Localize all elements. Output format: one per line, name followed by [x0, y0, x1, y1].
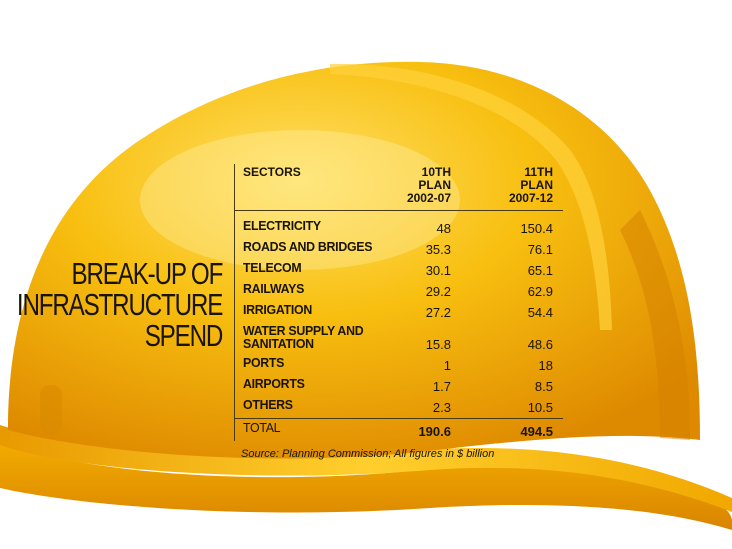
cell-sector: TELECOM [243, 260, 302, 275]
cell-11th-plan: 48.6 [527, 337, 553, 352]
column-header-10th-plan: 10TH PLAN 2002-07 [406, 165, 451, 205]
cell-sector: ROADS AND BRIDGES [243, 239, 373, 254]
cell-sector: RAILWAYS [243, 281, 305, 296]
helmet-brim [0, 440, 732, 530]
header-rule [235, 210, 563, 211]
cell-11th-plan: 54.4 [527, 305, 553, 320]
table-row: AIRPORTS 1.7 8.5 [235, 375, 563, 396]
cell-10th-plan: 48 [436, 221, 451, 236]
cell-10th-plan: 1.7 [432, 379, 451, 394]
cell-10th-plan: 27.2 [425, 305, 451, 320]
cell-11th-plan: 10.5 [527, 400, 553, 415]
cell-10th-plan: 30.1 [425, 263, 451, 278]
helmet-brim-top [0, 425, 732, 512]
cell-11th-plan: 65.1 [527, 263, 553, 278]
cell-sector: TOTAL [243, 420, 281, 435]
helmet-ridge [330, 63, 612, 330]
cell-11th-plan: 150.4 [520, 221, 553, 236]
cell-11th-plan: 18 [538, 358, 553, 373]
cell-sector: OTHERS [243, 397, 293, 412]
table-row: WATER SUPPLY AND SANITATION 15.8 48.6 [235, 322, 563, 354]
cell-sector: AIRPORTS [243, 376, 305, 391]
table-row: ROADS AND BRIDGES 35.3 76.1 [235, 238, 563, 259]
cell-10th-plan: 29.2 [425, 284, 451, 299]
table-row: TELECOM 30.1 65.1 [235, 259, 563, 280]
title-line-3: SPEND [144, 318, 224, 353]
helmet-shadow [620, 210, 690, 440]
cell-10th-plan: 1 [443, 358, 451, 373]
source-note: Source: Planning Commission; All figures… [241, 448, 495, 460]
table-body: ELECTRICITY 48 150.4 ROADS AND BRIDGES 35.3 7… [235, 211, 563, 417]
table-row: ELECTRICITY 48 150.4 [235, 217, 563, 238]
helmet-vent [40, 385, 62, 435]
column-header-11th-plan: 11TH PLAN 2007-12 [508, 165, 553, 205]
helmet-dome [8, 61, 700, 459]
title-line-2: INFRASTRUCTURE [16, 287, 223, 322]
table-header: SECTORS 10TH PLAN 2002-07 11TH PLAN 2007… [235, 164, 563, 210]
cell-10th-plan: 2.3 [432, 400, 451, 415]
cell-10th-plan: 35.3 [425, 242, 451, 257]
table-row: IRRIGATION 27.2 54.4 [235, 301, 563, 322]
cell-11th-plan: 8.5 [534, 379, 553, 394]
title-line-1: BREAK-UP OF [71, 256, 223, 291]
data-table: SECTORS 10TH PLAN 2002-07 11TH PLAN 2007… [234, 164, 563, 441]
cell-11th-plan: 62.9 [527, 284, 553, 299]
table-row: OTHERS 2.3 10.5 [235, 396, 563, 417]
cell-11th-plan: 494.5 [520, 424, 553, 439]
cell-10th-plan: 190.6 [418, 424, 451, 439]
chart-title: BREAK-UP OF INFRASTRUCTURE SPEND [0, 256, 224, 353]
column-header-sectors: SECTORS [243, 165, 301, 179]
cell-sector: ELECTRICITY [243, 218, 321, 233]
table-row: RAILWAYS 29.2 62.9 [235, 280, 563, 301]
table-row: PORTS 1 18 [235, 354, 563, 375]
table-row-total: TOTAL 190.6 494.5 [235, 418, 563, 441]
helmet-highlight [140, 130, 460, 270]
cell-sector: PORTS [243, 355, 285, 370]
cell-sector: WATER SUPPLY AND SANITATION [243, 323, 364, 351]
cell-11th-plan: 76.1 [527, 242, 553, 257]
cell-sector: IRRIGATION [243, 302, 312, 317]
cell-10th-plan: 15.8 [425, 337, 451, 352]
